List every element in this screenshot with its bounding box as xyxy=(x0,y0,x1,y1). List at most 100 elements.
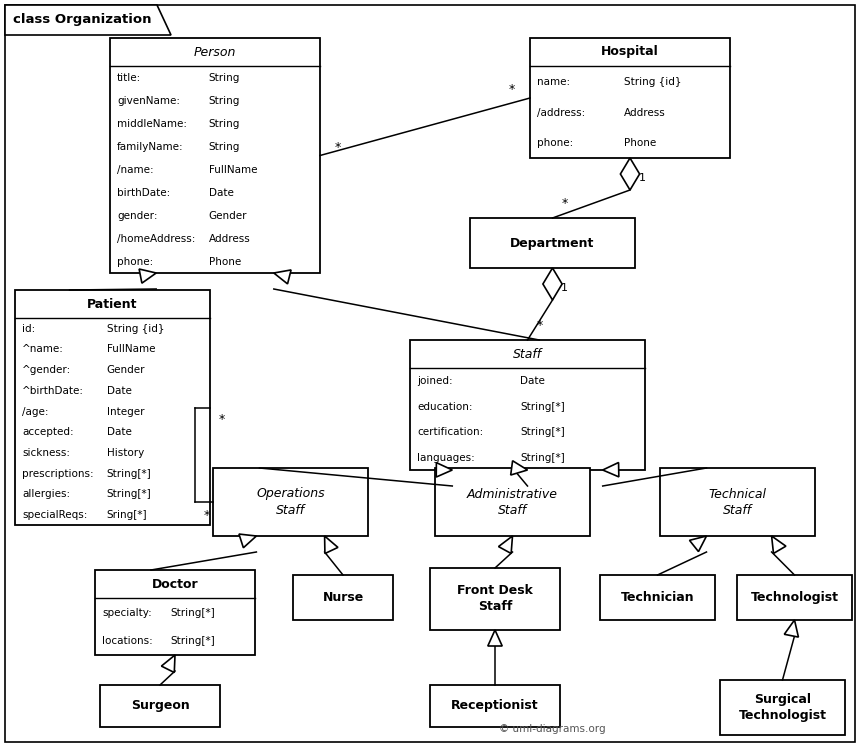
Text: Technical
Staff: Technical Staff xyxy=(709,488,766,516)
Text: String {id}: String {id} xyxy=(107,323,164,334)
Text: String: String xyxy=(209,96,240,106)
Text: Date: Date xyxy=(107,427,132,437)
Text: String: String xyxy=(209,73,240,83)
Text: /name:: /name: xyxy=(117,165,154,175)
Polygon shape xyxy=(603,462,619,477)
Text: Technologist: Technologist xyxy=(751,591,838,604)
Text: /age:: /age: xyxy=(22,406,48,417)
Text: Date: Date xyxy=(209,188,234,198)
Text: Integer: Integer xyxy=(107,406,144,417)
Text: specialReqs:: specialReqs: xyxy=(22,510,88,520)
Text: joined:: joined: xyxy=(417,376,452,386)
Bar xyxy=(293,575,393,620)
Bar xyxy=(213,468,368,536)
Text: String[*]: String[*] xyxy=(170,608,215,618)
Text: prescriptions:: prescriptions: xyxy=(22,468,94,479)
Text: Date: Date xyxy=(520,376,545,386)
Text: name:: name: xyxy=(537,77,570,87)
Polygon shape xyxy=(543,268,562,300)
Bar xyxy=(95,570,255,655)
Text: givenName:: givenName: xyxy=(117,96,180,106)
Text: ^name:: ^name: xyxy=(22,344,64,355)
Text: accepted:: accepted: xyxy=(22,427,74,437)
Polygon shape xyxy=(499,536,513,554)
Polygon shape xyxy=(771,536,786,554)
Text: Phone: Phone xyxy=(624,138,656,149)
Text: String[*]: String[*] xyxy=(520,402,565,412)
Text: /homeAddress:: /homeAddress: xyxy=(117,234,195,244)
Polygon shape xyxy=(273,270,291,284)
Text: String[*]: String[*] xyxy=(520,453,565,462)
Text: id:: id: xyxy=(22,323,35,334)
Polygon shape xyxy=(239,534,256,548)
Text: Phone: Phone xyxy=(209,257,241,267)
Text: 1: 1 xyxy=(561,283,568,293)
Text: Department: Department xyxy=(510,237,594,249)
Text: © uml-diagrams.org: © uml-diagrams.org xyxy=(499,724,605,734)
Text: Gender: Gender xyxy=(107,365,145,375)
Text: allergies:: allergies: xyxy=(22,489,71,499)
Bar xyxy=(100,685,220,727)
Text: Operations
Staff: Operations Staff xyxy=(256,488,325,516)
Text: gender:: gender: xyxy=(117,211,157,221)
Text: ^gender:: ^gender: xyxy=(22,365,71,375)
Text: History: History xyxy=(107,448,144,458)
Text: Address: Address xyxy=(209,234,250,244)
Text: String: String xyxy=(209,119,240,129)
Text: Front Desk
Staff: Front Desk Staff xyxy=(457,584,533,613)
Bar xyxy=(15,290,210,525)
Bar xyxy=(470,218,635,268)
Text: class Organization: class Organization xyxy=(13,13,151,26)
Text: Administrative
Staff: Administrative Staff xyxy=(467,488,558,516)
Polygon shape xyxy=(690,536,707,551)
Polygon shape xyxy=(620,158,640,190)
Text: phone:: phone: xyxy=(117,257,153,267)
Text: Address: Address xyxy=(624,108,666,117)
Bar xyxy=(660,468,815,536)
Bar xyxy=(530,38,730,158)
Bar xyxy=(720,680,845,735)
Polygon shape xyxy=(5,5,171,35)
Text: Person: Person xyxy=(194,46,236,58)
Text: familyName:: familyName: xyxy=(117,142,184,152)
Text: Sring[*]: Sring[*] xyxy=(107,510,147,520)
Bar xyxy=(435,468,590,536)
Polygon shape xyxy=(324,536,338,554)
Text: languages:: languages: xyxy=(417,453,475,462)
Text: FullName: FullName xyxy=(209,165,257,175)
Text: *: * xyxy=(537,318,543,332)
Bar xyxy=(600,575,715,620)
Polygon shape xyxy=(511,461,527,475)
Polygon shape xyxy=(488,630,502,646)
Text: Gender: Gender xyxy=(209,211,247,221)
Text: Doctor: Doctor xyxy=(151,577,199,590)
Polygon shape xyxy=(436,462,452,477)
Text: *: * xyxy=(335,141,341,154)
Text: String[*]: String[*] xyxy=(520,427,565,437)
Bar xyxy=(430,568,560,630)
Text: locations:: locations: xyxy=(102,636,153,646)
Text: education:: education: xyxy=(417,402,472,412)
Bar xyxy=(110,38,320,273)
Polygon shape xyxy=(162,655,175,672)
Text: /address:: /address: xyxy=(537,108,586,117)
Text: Nurse: Nurse xyxy=(322,591,364,604)
Text: Surgical
Technologist: Surgical Technologist xyxy=(739,693,826,722)
Polygon shape xyxy=(784,620,798,637)
Text: String[*]: String[*] xyxy=(107,468,151,479)
Text: *: * xyxy=(219,413,225,426)
Text: ^birthDate:: ^birthDate: xyxy=(22,386,84,396)
Text: Date: Date xyxy=(107,386,132,396)
Text: birthDate:: birthDate: xyxy=(117,188,170,198)
Text: String {id}: String {id} xyxy=(624,77,681,87)
Text: phone:: phone: xyxy=(537,138,574,149)
Text: *: * xyxy=(204,509,210,522)
Text: Hospital: Hospital xyxy=(601,46,659,58)
Bar xyxy=(410,340,645,470)
Text: *: * xyxy=(562,196,568,209)
Text: certification:: certification: xyxy=(417,427,483,437)
Text: String[*]: String[*] xyxy=(170,636,215,646)
Text: String: String xyxy=(209,142,240,152)
Text: String[*]: String[*] xyxy=(107,489,151,499)
Text: title:: title: xyxy=(117,73,141,83)
